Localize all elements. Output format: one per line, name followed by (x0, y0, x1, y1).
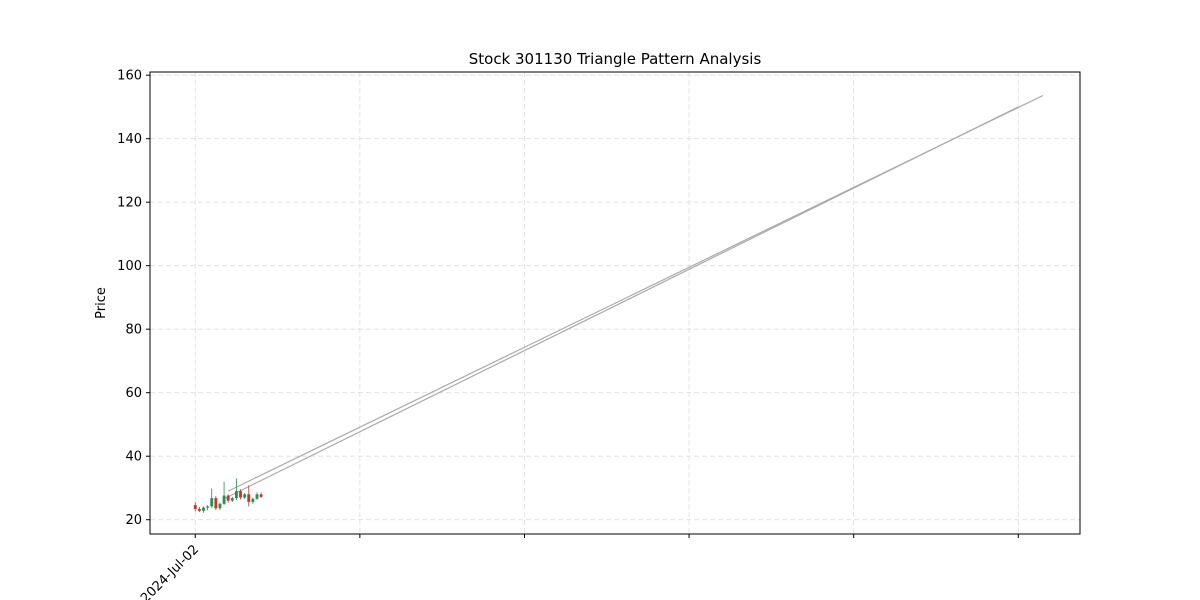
candle (197, 507, 201, 513)
y-axis-label: Price (94, 287, 109, 319)
y-tick-label: 60 (125, 386, 142, 401)
y-tick-label: 20 (125, 513, 142, 528)
candle-body (255, 494, 259, 499)
y-tick-label: 100 (117, 259, 142, 274)
y-tick-label: 160 (117, 69, 142, 84)
y-tick-label: 80 (125, 323, 142, 338)
y-tick-label: 120 (117, 196, 142, 211)
candle-body (247, 494, 251, 502)
candle-body (210, 498, 214, 507)
candle (247, 485, 251, 507)
candle (230, 496, 234, 502)
candle-body (234, 491, 238, 499)
candle-body (193, 505, 197, 509)
candle (206, 505, 210, 511)
candle-body (222, 495, 226, 504)
trendlines (223, 94, 1044, 500)
candle (218, 502, 222, 511)
trendline (223, 106, 1019, 500)
candle (226, 494, 230, 503)
candle (202, 506, 205, 513)
candle-body (214, 498, 218, 509)
y-tick-label: 140 (117, 132, 142, 147)
candle (222, 481, 226, 506)
candle-body (226, 495, 230, 501)
candle-body (239, 491, 242, 498)
candle-body (202, 507, 205, 511)
candle-body (243, 494, 247, 498)
candles (193, 478, 263, 513)
candle-body (218, 503, 222, 509)
candle (251, 497, 255, 504)
chart-title: Stock 301130 Triangle Pattern Analysis (469, 50, 762, 68)
candle (210, 488, 214, 509)
candle-body (197, 508, 201, 511)
candle-body (206, 506, 210, 508)
candle (255, 492, 259, 501)
candle-body (230, 498, 234, 501)
candle (214, 496, 218, 511)
y-tick-label: 40 (125, 450, 142, 465)
candle (239, 489, 242, 500)
candle-body (251, 498, 255, 502)
candle (234, 478, 238, 501)
candle (193, 501, 197, 512)
candle (243, 493, 247, 499)
plot-frame (149, 71, 1081, 535)
candle (259, 492, 263, 499)
candle-body (259, 494, 263, 497)
y-axis: 20 40 60 80 100 120 140 160 (117, 69, 150, 528)
grid (150, 72, 1080, 534)
